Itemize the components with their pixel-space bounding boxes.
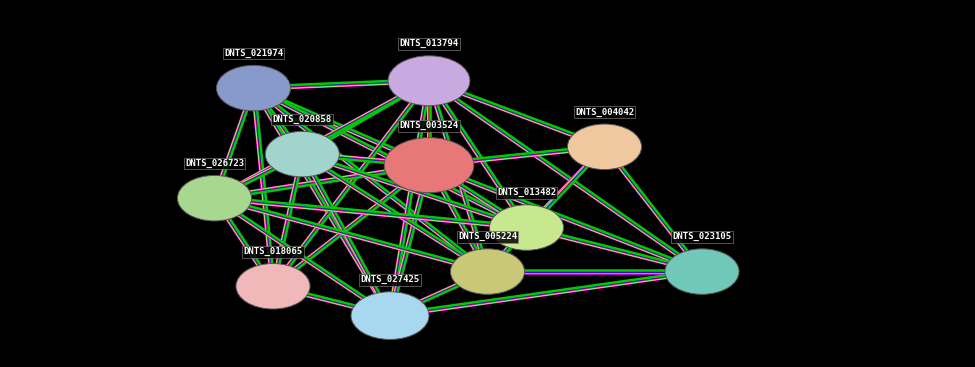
Text: DNTS_004042: DNTS_004042 bbox=[575, 108, 634, 117]
Ellipse shape bbox=[236, 264, 310, 309]
Text: DNTS_013794: DNTS_013794 bbox=[400, 39, 458, 48]
Ellipse shape bbox=[450, 249, 525, 294]
Text: DNTS_021974: DNTS_021974 bbox=[224, 49, 283, 58]
Ellipse shape bbox=[567, 124, 642, 170]
Text: DNTS_003524: DNTS_003524 bbox=[400, 121, 458, 130]
Ellipse shape bbox=[489, 205, 564, 250]
Text: DNTS_027425: DNTS_027425 bbox=[361, 275, 419, 284]
Text: DNTS_020858: DNTS_020858 bbox=[273, 115, 332, 124]
Ellipse shape bbox=[384, 138, 474, 193]
Text: DNTS_018065: DNTS_018065 bbox=[244, 247, 302, 256]
Text: DNTS_005224: DNTS_005224 bbox=[458, 232, 517, 241]
Text: DNTS_023105: DNTS_023105 bbox=[673, 232, 731, 241]
Ellipse shape bbox=[177, 175, 252, 221]
Ellipse shape bbox=[665, 249, 739, 294]
Text: DNTS_013482: DNTS_013482 bbox=[497, 188, 556, 197]
Ellipse shape bbox=[351, 292, 429, 339]
Ellipse shape bbox=[388, 56, 470, 106]
Text: DNTS_026723: DNTS_026723 bbox=[185, 159, 244, 168]
Ellipse shape bbox=[216, 65, 291, 111]
Ellipse shape bbox=[265, 131, 339, 177]
